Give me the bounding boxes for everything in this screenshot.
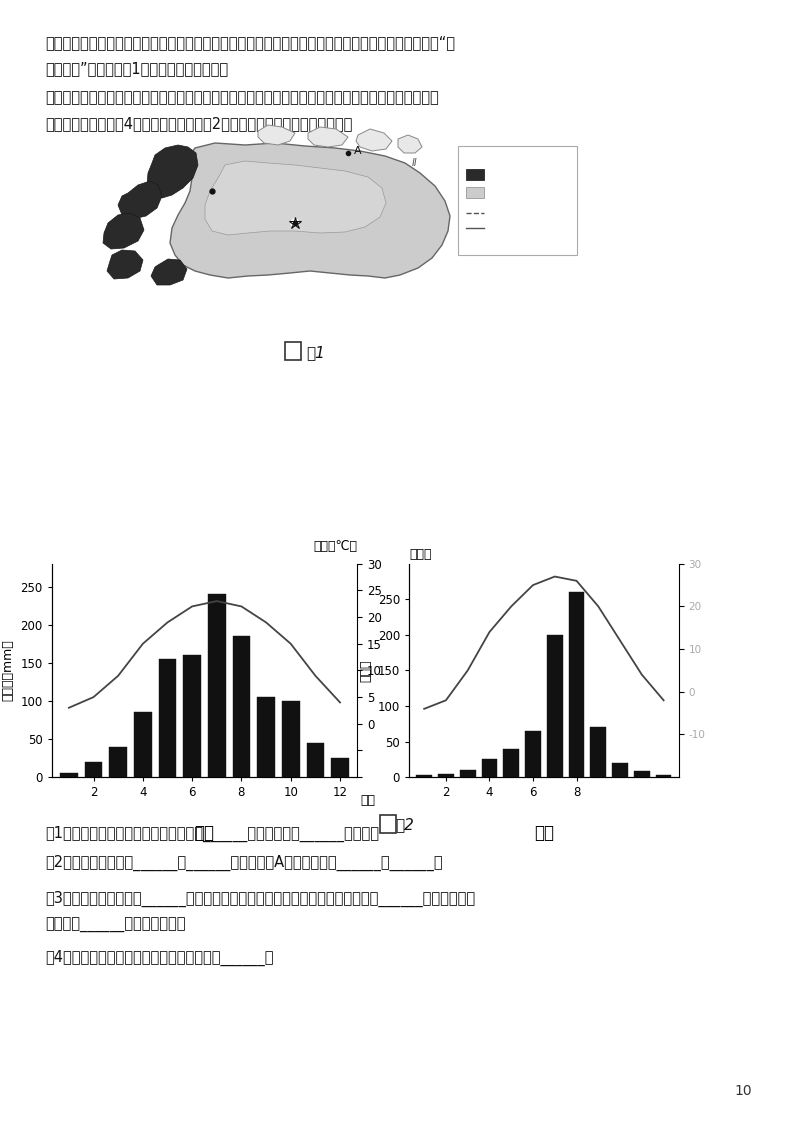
Text: 图2: 图2 xyxy=(395,818,414,832)
Bar xyxy=(482,759,497,777)
Bar xyxy=(466,188,484,198)
Polygon shape xyxy=(356,129,392,150)
Text: （1）贵州省位于我国四大地理区域中的______地区，处在第______级阶梯。: （1）贵州省位于我国四大地理区域中的______地区，处在第______级阶梯。 xyxy=(45,827,379,842)
Text: 图1: 图1 xyxy=(306,345,325,360)
Text: II: II xyxy=(412,158,418,168)
Bar xyxy=(134,712,152,777)
Text: 图例: 图例 xyxy=(510,153,525,166)
Text: 敢节: 敢节 xyxy=(218,183,231,193)
Polygon shape xyxy=(107,250,143,279)
Bar xyxy=(547,634,563,777)
Text: （3）敢节的气候类型是______。与北京相比，敢节的气温特征是冬季温和，夏季______；年降水量较: （3）敢节的气候类型是______。与北京相比，敢节的气温特征是冬季温和，夏季_… xyxy=(45,891,475,907)
Text: 月．: 月． xyxy=(360,794,376,807)
Bar xyxy=(110,747,127,777)
Bar xyxy=(466,168,484,180)
Polygon shape xyxy=(118,181,162,219)
Text: （4）分析敢节大力发展茶产业的有利条件。______。: （4）分析敢节大力发展茶产业的有利条件。______。 xyxy=(45,950,273,966)
Bar xyxy=(525,731,541,777)
Text: 贵州省位于云贵高原，以石灰岩为主，土壤贫瘝，是我国贫困地区之一。该省茶叶种植历史悠久，素有“贵: 贵州省位于云贵高原，以石灰岩为主，土壤贫瘝，是我国贫困地区之一。该省茶叶种植历史… xyxy=(45,35,455,51)
Bar xyxy=(656,775,672,777)
Text: 丘陵: 丘陵 xyxy=(490,188,503,198)
Y-axis label: 降水量: 降水量 xyxy=(359,659,372,682)
Polygon shape xyxy=(151,259,187,285)
Bar xyxy=(208,594,225,777)
Text: （2）贵州省的地势是______高______低；乌江在A地的流向是自______向______。: （2）贵州省的地势是______高______低；乌江在A地的流向是自_____… xyxy=(45,855,442,871)
Y-axis label: 降水量（mm）: 降水量（mm） xyxy=(2,640,15,701)
Bar xyxy=(183,655,201,777)
Bar xyxy=(634,772,649,777)
Bar xyxy=(233,636,250,777)
Bar xyxy=(306,742,324,777)
Text: 贵州省敢节市海拘高、日照少、云雾多、无污染，所产茶叶品质优良。茶产业已成为敢节脱贫攻坚的主: 贵州省敢节市海拘高、日照少、云雾多、无污染，所产茶叶品质优良。茶产业已成为敢节脱… xyxy=(45,90,439,104)
Bar xyxy=(438,774,453,777)
Bar xyxy=(85,761,102,777)
Text: 北京: 北京 xyxy=(534,824,554,842)
Polygon shape xyxy=(398,135,422,153)
Polygon shape xyxy=(205,161,386,235)
Bar xyxy=(569,592,584,777)
Bar xyxy=(257,697,275,777)
Text: 贵阳: 贵阳 xyxy=(303,217,317,229)
Bar xyxy=(159,659,176,777)
Text: A: A xyxy=(354,146,361,156)
Polygon shape xyxy=(147,145,198,198)
Text: 要产业之一，带动了4万多贫困户脱贫。图2是敢节与北京的气候统计示意图。: 要产业之一，带动了4万多贫困户脱贫。图2是敢节与北京的气候统计示意图。 xyxy=(45,116,353,131)
Text: 降水量: 降水量 xyxy=(409,548,431,562)
Text: 山地: 山地 xyxy=(490,170,503,180)
Bar xyxy=(282,701,299,777)
Circle shape xyxy=(291,219,299,227)
Bar xyxy=(612,763,628,777)
Polygon shape xyxy=(170,143,450,279)
Text: 敢节: 敢节 xyxy=(195,824,214,842)
Text: 气温（℃）: 气温（℃） xyxy=(314,540,357,554)
Bar xyxy=(591,728,606,777)
Text: 多，位于______区（干湿区）。: 多，位于______区（干湿区）。 xyxy=(45,917,186,933)
Bar xyxy=(503,749,519,777)
Text: 10: 10 xyxy=(734,1084,752,1098)
Text: 省界: 省界 xyxy=(490,208,503,218)
Bar xyxy=(460,770,476,777)
Bar xyxy=(331,758,349,777)
Polygon shape xyxy=(308,127,348,147)
Polygon shape xyxy=(258,125,295,145)
Text: 州出好茶”之说。如图1是贵州省地形示意图。: 州出好茶”之说。如图1是贵州省地形示意图。 xyxy=(45,61,228,76)
FancyBboxPatch shape xyxy=(458,146,577,255)
Text: 河流: 河流 xyxy=(490,223,503,232)
Polygon shape xyxy=(103,213,144,249)
Bar xyxy=(60,774,78,777)
Bar xyxy=(416,775,432,777)
